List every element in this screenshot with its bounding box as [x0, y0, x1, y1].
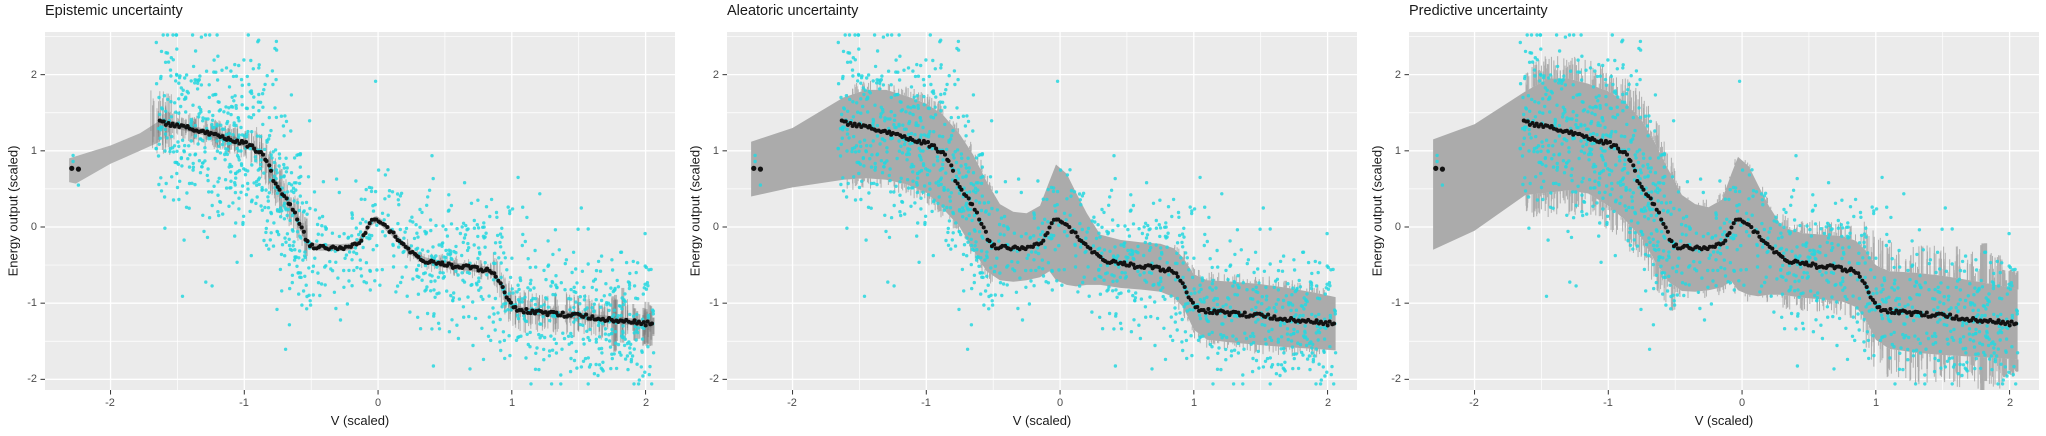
y-tick-label: 0 — [30, 221, 37, 233]
y-tick-label: 0 — [1394, 221, 1401, 233]
x-tick-label: 1 — [1190, 397, 1198, 409]
y-tick-label: 2 — [30, 69, 37, 81]
y-tick-label: 0 — [712, 221, 719, 233]
y-tick-label: 1 — [1394, 145, 1401, 157]
x-axis-label: V (scaled) — [330, 413, 390, 428]
y-axis-label: Energy output (scaled) — [5, 145, 21, 277]
y-tick-label: -2 — [709, 373, 719, 385]
y-axis-label: Energy output (scaled) — [1369, 145, 1385, 277]
y-tick-label: 2 — [712, 69, 719, 81]
plot-title-aleatoric: Aleatoric uncertainty — [727, 3, 859, 19]
epistemic-plot-canvas — [40, 32, 675, 395]
x-tick-label: 1 — [1872, 397, 1880, 409]
x-tick-label: 2 — [1324, 397, 1332, 409]
panel-aleatoric: Aleatoric uncertainty Energy output (sca… — [682, 0, 1364, 436]
x-tick-label: -2 — [787, 397, 797, 409]
x-tick-label: 2 — [2006, 397, 2014, 409]
predictive-plot-canvas — [1404, 32, 2039, 395]
y-tick-label: 1 — [30, 145, 37, 157]
y-tick-label: -1 — [1391, 297, 1401, 309]
plot-title-epistemic: Epistemic uncertainty — [45, 3, 183, 19]
y-axis-label: Energy output (scaled) — [687, 145, 703, 277]
x-tick-label: -1 — [921, 397, 931, 409]
x-tick-label: -2 — [105, 397, 115, 409]
y-tick-label: -2 — [27, 373, 37, 385]
x-axis-label: V (scaled) — [1694, 413, 1754, 428]
x-axis-label: V (scaled) — [1012, 413, 1072, 428]
x-tick-label: -1 — [239, 397, 249, 409]
x-tick-label: 0 — [374, 397, 382, 409]
panel-epistemic: Epistemic uncertainty Energy output (sca… — [0, 0, 682, 436]
x-tick-label: 1 — [508, 397, 516, 409]
x-tick-label: 0 — [1056, 397, 1064, 409]
x-tick-label: 0 — [1738, 397, 1746, 409]
x-tick-label: -2 — [1469, 397, 1479, 409]
plot-title-predictive: Predictive uncertainty — [1409, 3, 1548, 19]
y-tick-label: -2 — [1391, 373, 1401, 385]
y-tick-label: 2 — [1394, 69, 1401, 81]
aleatoric-plot-canvas — [722, 32, 1357, 395]
panel-predictive: Predictive uncertainty Energy output (sc… — [1364, 0, 2046, 436]
y-tick-label: 1 — [712, 145, 719, 157]
y-tick-label: -1 — [27, 297, 37, 309]
x-tick-label: -1 — [1603, 397, 1613, 409]
x-tick-label: 2 — [642, 397, 650, 409]
y-tick-label: -1 — [709, 297, 719, 309]
